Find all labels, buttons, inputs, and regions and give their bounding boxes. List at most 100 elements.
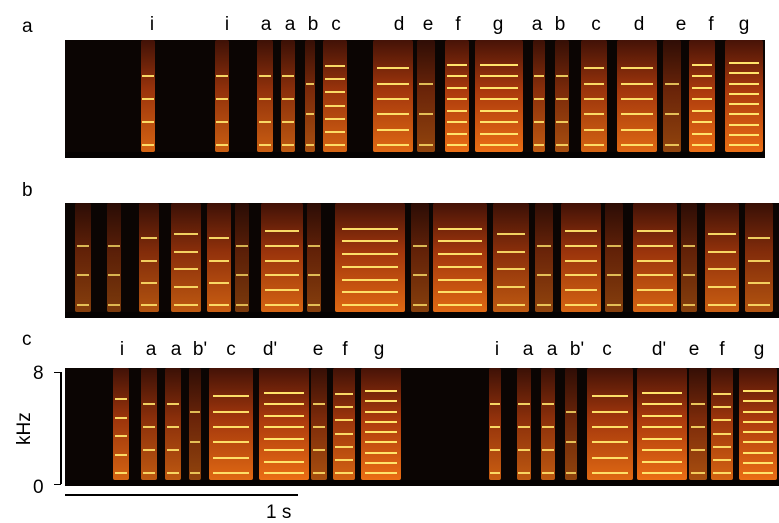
syllable-segment (605, 203, 623, 312)
syllable-segment (475, 40, 523, 152)
syllable-label: a (145, 339, 157, 360)
syllable-label: d' (651, 339, 667, 360)
syllable-segment (663, 40, 681, 152)
syllable-label: g (753, 339, 765, 360)
syllable-segment (745, 203, 773, 312)
syllable-segment (257, 40, 273, 152)
y-axis-line (60, 372, 62, 484)
syllable-segment (555, 40, 569, 152)
syllable-segment (411, 203, 429, 312)
syllable-segment (215, 40, 229, 152)
syllable-segment (565, 368, 577, 480)
syllable-segment (307, 203, 321, 312)
syllable-label: b' (192, 339, 208, 360)
syllable-label: a (260, 14, 272, 35)
syllable-segment (705, 203, 739, 312)
syllable-label: c (331, 14, 341, 35)
syllable-segment (493, 203, 529, 312)
syllable-segment (711, 368, 733, 480)
syllable-label: i (149, 14, 155, 35)
syllable-segment (587, 368, 633, 480)
syllable-segment (333, 368, 355, 480)
syllable-segment (633, 203, 677, 312)
syllable-label: f (455, 14, 461, 35)
time-scale-label: 1 s (266, 502, 292, 523)
syllable-segment (725, 40, 763, 152)
syllable-label: a (284, 14, 296, 35)
syllable-segment (533, 40, 545, 152)
panel-c-letter: c (22, 329, 32, 350)
y-axis-label: kHz (14, 412, 35, 445)
syllable-segment (305, 40, 315, 152)
syllable-segment (535, 203, 553, 312)
y-axis-min-label: 0 (33, 477, 44, 498)
syllable-label: d (393, 14, 405, 35)
syllable-segment (281, 40, 295, 152)
y-axis-tick-max (54, 372, 61, 373)
y-axis-max-label: 8 (33, 363, 44, 384)
syllable-label: a (522, 339, 534, 360)
syllable-label: d (633, 14, 645, 35)
y-axis-tick-min (54, 484, 61, 485)
spectrogram-a-baseline (65, 152, 765, 158)
spectrogram-c-baseline (65, 480, 779, 486)
syllable-label: b (554, 14, 566, 35)
syllable-segment (113, 368, 129, 480)
syllable-segment (235, 203, 249, 312)
syllable-segment (165, 368, 181, 480)
syllable-segment (445, 40, 469, 152)
spectrogram-b-baseline (65, 312, 779, 318)
syllable-segment (517, 368, 531, 480)
syllable-label: f (719, 339, 725, 360)
syllable-label: c (226, 339, 236, 360)
syllable-label: f (342, 339, 348, 360)
syllable-label: d' (262, 339, 278, 360)
syllable-segment (637, 368, 687, 480)
syllable-segment (433, 203, 487, 312)
syllable-label: g (492, 14, 504, 35)
syllable-label: e (675, 14, 687, 35)
syllable-segment (141, 368, 157, 480)
syllable-label: b (307, 14, 319, 35)
syllable-segment (681, 203, 697, 312)
syllable-label: i (224, 14, 230, 35)
spectrogram-b (65, 203, 779, 318)
syllable-label: g (373, 339, 385, 360)
spectrogram-a (65, 40, 765, 158)
syllable-segment (189, 368, 201, 480)
syllable-label: b' (569, 339, 585, 360)
panel-b-letter: b (22, 180, 33, 201)
syllable-label: g (738, 14, 750, 35)
syllable-label: a (546, 339, 558, 360)
syllable-label: i (119, 339, 125, 360)
syllable-label: i (494, 339, 500, 360)
syllable-segment (141, 40, 155, 152)
syllable-segment (489, 368, 501, 480)
syllable-segment (311, 368, 327, 480)
syllable-segment (171, 203, 201, 312)
syllable-segment (209, 368, 253, 480)
syllable-label: c (591, 14, 601, 35)
syllable-segment (139, 203, 159, 312)
syllable-segment (261, 203, 303, 312)
syllable-label: e (422, 14, 434, 35)
panel-a-letter: a (22, 16, 33, 37)
syllable-segment (417, 40, 435, 152)
syllable-segment (689, 40, 715, 152)
syllable-segment (107, 203, 121, 312)
syllable-segment (335, 203, 405, 312)
syllable-segment (75, 203, 91, 312)
syllable-segment (581, 40, 607, 152)
syllable-label: a (170, 339, 182, 360)
syllable-segment (361, 368, 401, 480)
time-scale-bar (65, 494, 298, 496)
spectrogram-c (65, 368, 779, 486)
syllable-segment (617, 40, 657, 152)
syllable-segment (323, 40, 347, 152)
syllable-label: a (531, 14, 543, 35)
syllable-segment (689, 368, 707, 480)
syllable-label: f (708, 14, 714, 35)
syllable-segment (373, 40, 413, 152)
syllable-label: c (602, 339, 612, 360)
syllable-segment (739, 368, 777, 480)
